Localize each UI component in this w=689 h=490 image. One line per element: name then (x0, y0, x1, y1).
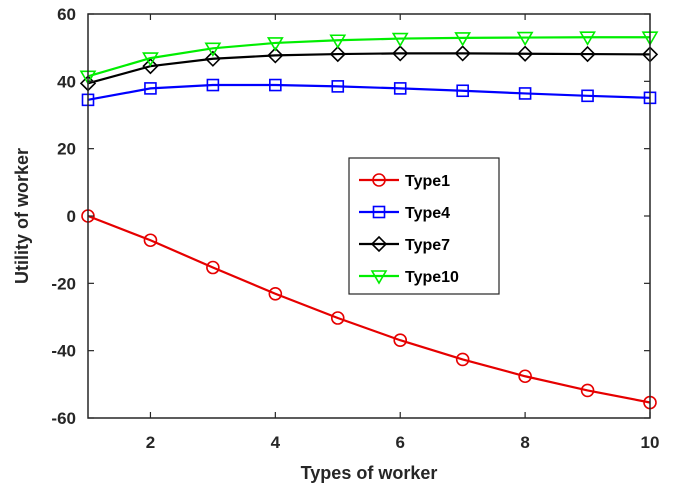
data-point-type10 (329, 34, 347, 49)
series-type4 (81, 78, 657, 107)
legend-marker (372, 205, 386, 219)
data-point-type7 (579, 45, 596, 63)
series-type10 (79, 31, 659, 85)
x-tick-label: 6 (395, 433, 404, 452)
series-line-type7 (87, 52, 651, 85)
data-point-type4 (206, 78, 220, 92)
series-line-type10 (87, 36, 650, 78)
data-point-type1 (393, 333, 408, 348)
data-point-type4 (269, 78, 282, 92)
data-point-type4 (144, 82, 157, 95)
legend-label: Type1 (405, 173, 450, 190)
series-line-type1 (87, 214, 651, 404)
data-point-type1 (580, 383, 595, 398)
data-point-type10 (454, 32, 472, 47)
data-point-type1 (518, 369, 532, 384)
data-point-type7 (267, 47, 284, 64)
data-point-type7 (142, 58, 159, 75)
y-tick-label: 60 (57, 5, 76, 24)
data-point-type1 (143, 233, 158, 248)
data-point-type7 (204, 50, 222, 67)
data-point-type4 (581, 89, 594, 103)
data-point-type10 (266, 37, 284, 52)
data-point-type4 (518, 87, 532, 100)
tick-layer: 2 4 6 8 10 -60 -40 -20 0 20 40 60 (51, 5, 659, 452)
data-point-type7 (454, 45, 471, 62)
plot-frame (87, 13, 651, 419)
legend-marker (370, 235, 388, 253)
legend-item-type4: Type4 (359, 205, 450, 222)
data-point-type1 (330, 311, 345, 325)
legend-marker (370, 270, 388, 285)
x-axis-label: Types of worker (301, 463, 438, 483)
data-point-type7 (516, 45, 534, 62)
data-point-type4 (456, 84, 469, 98)
y-tick-label: -20 (51, 274, 76, 293)
x-tick-label: 2 (146, 433, 155, 452)
data-point-type4 (393, 82, 407, 95)
series-layer (79, 31, 659, 410)
data-point-type10 (516, 31, 534, 47)
series-type7 (79, 45, 659, 92)
y-tick-label: 40 (57, 72, 76, 91)
legend-item-type10: Type10 (359, 269, 459, 286)
data-point-type4 (331, 80, 345, 93)
y-tick-label: 20 (57, 140, 76, 159)
x-tick-label: 4 (271, 433, 281, 452)
x-tick-label: 8 (520, 433, 529, 452)
data-point-type10 (142, 52, 159, 67)
data-point-type7 (329, 45, 346, 63)
legend-item-type7: Type7 (359, 235, 450, 254)
legend-item-type1: Type1 (359, 173, 450, 190)
x-tick-label: 10 (641, 433, 660, 452)
data-point-type10 (204, 42, 222, 57)
data-point-type1 (268, 286, 283, 301)
data-point-type1 (455, 352, 470, 367)
legend-label: Type7 (405, 237, 450, 254)
legend-label: Type4 (405, 205, 450, 222)
y-tick-label: 0 (67, 207, 76, 226)
y-tick-label: -60 (51, 409, 76, 428)
data-point-type10 (391, 32, 409, 48)
legend-label: Type10 (405, 269, 459, 286)
legend: Type1 Type4 Type7 Type10 (348, 157, 500, 295)
y-tick-label: -40 (51, 342, 76, 361)
data-point-type10 (579, 31, 596, 46)
series-line-type4 (87, 83, 651, 101)
data-point-type1 (206, 260, 220, 275)
y-axis-label: Utility of worker (12, 148, 32, 284)
legend-marker (372, 173, 386, 187)
data-point-type7 (392, 45, 409, 62)
